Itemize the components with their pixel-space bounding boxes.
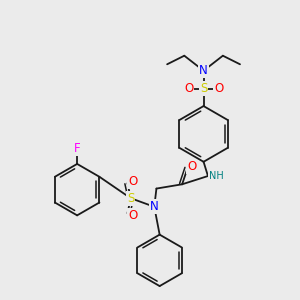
Text: N: N bbox=[150, 200, 159, 213]
Text: O: O bbox=[187, 160, 196, 172]
Text: S: S bbox=[200, 82, 207, 95]
Text: O: O bbox=[184, 82, 193, 95]
Text: NH: NH bbox=[209, 171, 224, 181]
Text: F: F bbox=[74, 142, 80, 155]
Text: S: S bbox=[127, 192, 134, 205]
Text: O: O bbox=[214, 82, 223, 95]
Text: O: O bbox=[128, 175, 137, 188]
Text: N: N bbox=[199, 64, 208, 77]
Text: O: O bbox=[128, 209, 137, 222]
